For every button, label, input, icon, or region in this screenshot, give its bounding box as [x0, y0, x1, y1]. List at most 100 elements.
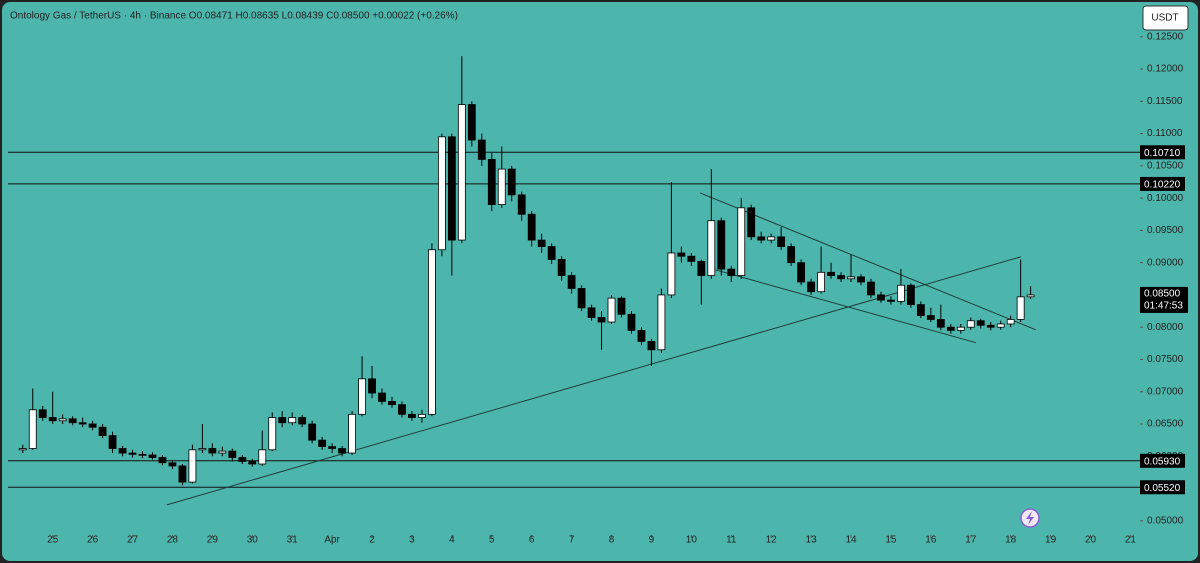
x-tick-label: 18	[1005, 535, 1017, 546]
candle-body	[647, 340, 656, 351]
candle-body	[966, 320, 975, 328]
candle-body	[78, 422, 87, 425]
candle-body	[996, 323, 1005, 328]
candle-body	[138, 453, 147, 456]
x-tick-label: 15	[885, 535, 897, 546]
y-tick-label: 0.11000	[1147, 128, 1183, 139]
x-tick-label: 17	[965, 535, 977, 546]
candle-body	[348, 413, 356, 454]
x-tick-label: 29	[207, 535, 219, 546]
candle-body	[328, 446, 337, 449]
y-tick-label: 0.12000	[1147, 64, 1184, 75]
candle-body	[497, 168, 506, 205]
candle-body	[308, 423, 317, 441]
currency-button[interactable]	[1142, 5, 1189, 31]
x-tick-label: 16	[925, 535, 937, 546]
candle-body	[218, 450, 227, 454]
x-tick-label: 13	[806, 535, 818, 546]
candle-body	[607, 297, 616, 323]
y-tick-label: 0.09500	[1147, 225, 1184, 236]
countdown: 01:47:53	[1144, 301, 1183, 312]
x-tick-label: 26	[87, 535, 99, 546]
candle-body	[428, 249, 436, 415]
candle-body	[567, 275, 576, 289]
level-label: 0.05520	[1144, 483, 1181, 494]
level-tag	[1140, 176, 1185, 191]
candle-body	[368, 378, 376, 394]
candle-body	[857, 276, 865, 283]
y-tick-label: 0.12500	[1147, 31, 1184, 42]
candle-body	[777, 236, 786, 247]
candle-body	[447, 136, 456, 241]
candle-body	[867, 281, 875, 296]
candle-body	[28, 409, 37, 449]
candle-body	[517, 194, 526, 215]
candle-body	[667, 252, 676, 296]
candle-body	[757, 236, 766, 241]
x-tick-label: 27	[127, 535, 139, 546]
candle-body	[527, 213, 536, 241]
level-tag	[1140, 480, 1185, 495]
candle-body	[437, 136, 446, 251]
chart-header: Ontology Gas / TetherUS · 4h · Binance O…	[10, 11, 458, 22]
candle-body	[408, 413, 416, 418]
x-tick-label: 2	[369, 535, 375, 546]
candle-body	[168, 462, 177, 467]
x-tick-label: 7	[569, 535, 575, 546]
candle-body	[797, 262, 806, 283]
candle-body	[817, 271, 825, 293]
candle-body	[936, 319, 945, 328]
x-tick-label: 6	[529, 535, 535, 546]
candle-body	[58, 418, 67, 422]
x-tick-label: 10	[686, 535, 698, 546]
y-tick-label: 0.08000	[1147, 322, 1184, 333]
level-label: 0.10220	[1144, 180, 1181, 191]
candle-body	[717, 220, 726, 270]
candle-body	[557, 259, 566, 276]
y-tick-label: 0.11500	[1147, 96, 1183, 107]
candle-body	[597, 317, 606, 323]
x-tick-label: 9	[649, 535, 655, 546]
x-tick-label: 25	[47, 535, 59, 546]
candle-body	[847, 276, 855, 280]
candle-body	[108, 435, 117, 449]
candle-body	[887, 299, 895, 302]
candle-body	[916, 304, 925, 316]
candle-body	[837, 275, 845, 280]
candle-body	[637, 330, 646, 342]
level-label: 0.05930	[1144, 456, 1181, 467]
level-label: 0.10710	[1144, 148, 1181, 159]
candle-body	[158, 457, 167, 464]
candle-body	[68, 418, 77, 424]
candle-body	[946, 326, 955, 331]
icon	[1020, 508, 1040, 528]
candle-body	[587, 307, 596, 318]
candle-body	[1026, 294, 1035, 298]
price-label: 0.08500	[1144, 289, 1181, 300]
candle-body	[547, 246, 556, 260]
candle-body	[388, 401, 396, 406]
candle-body	[148, 454, 157, 458]
candle-body	[677, 252, 686, 257]
candle-body	[707, 220, 716, 276]
candle-body	[877, 294, 885, 301]
candle-body	[697, 260, 706, 276]
x-tick-label: 30	[247, 535, 259, 546]
level-tag	[1140, 145, 1185, 160]
candle-body	[38, 409, 47, 418]
candle-body	[288, 417, 297, 424]
currency-label[interactable]: USDT	[1151, 13, 1178, 24]
candle-body	[298, 417, 307, 425]
x-tick-label: 14	[845, 535, 857, 546]
candle-body	[1016, 296, 1025, 320]
candle-body	[318, 439, 327, 447]
candle-body	[477, 139, 486, 160]
candle-body	[687, 255, 696, 262]
trend-line	[707, 267, 977, 344]
x-tick-label: 28	[167, 535, 179, 546]
x-tick-label: 20	[1085, 535, 1097, 546]
candle-body	[48, 417, 57, 422]
y-tick-label: 0.10000	[1147, 193, 1184, 204]
candle-body	[18, 448, 27, 451]
